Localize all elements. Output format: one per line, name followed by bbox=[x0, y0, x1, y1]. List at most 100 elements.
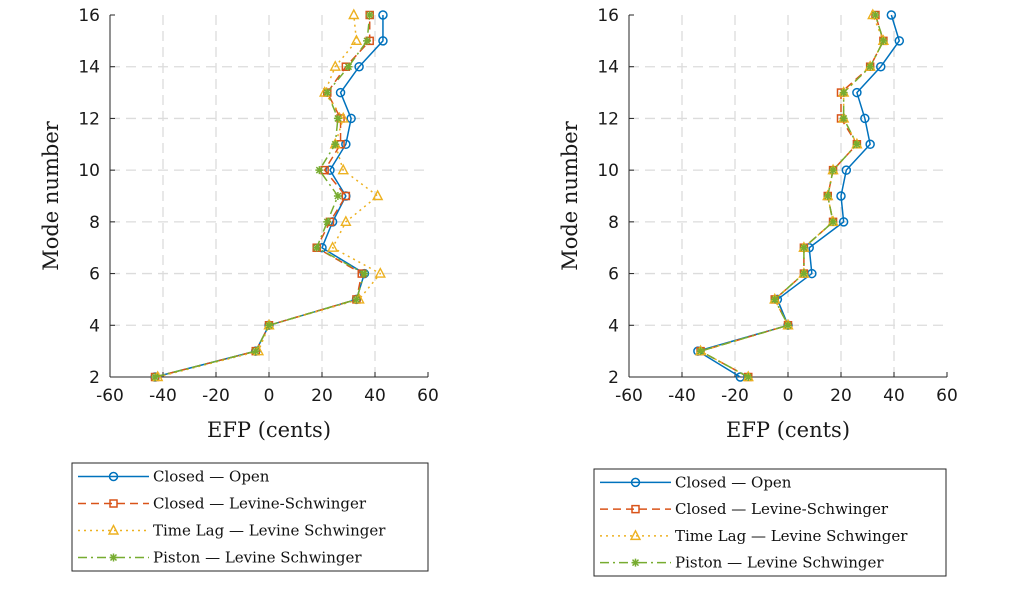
data-point bbox=[799, 243, 808, 252]
data-point bbox=[265, 321, 273, 330]
x-tick-label: -40 bbox=[149, 386, 177, 406]
data-point bbox=[340, 215, 352, 227]
data-point bbox=[363, 36, 372, 45]
y-tick-label: 6 bbox=[608, 265, 619, 285]
y-tick-label: 4 bbox=[608, 316, 619, 336]
chart-panel-1: -60 -40 -20 0 20 40 60 2 4 6 8 10 12 14 16 EFP (cents) M… bbox=[39, 6, 439, 572]
data-point bbox=[341, 139, 351, 150]
data-point bbox=[829, 166, 838, 175]
legend: Closed — Open Closed — Levine-Schwinger Ti… bbox=[593, 468, 947, 577]
legend-marker bbox=[107, 524, 120, 535]
data-point bbox=[866, 62, 875, 71]
data-point bbox=[331, 140, 340, 149]
legend-marker bbox=[109, 499, 118, 508]
data-point bbox=[354, 61, 364, 72]
data-point bbox=[365, 11, 374, 19]
data-point bbox=[886, 10, 897, 20]
data-point bbox=[784, 321, 792, 330]
legend: Closed — Open Closed — Levine-Schwinger Ti… bbox=[71, 462, 429, 572]
legend-marker bbox=[108, 471, 119, 482]
x-tick-label: 20 bbox=[830, 386, 852, 406]
x-tick-label: -60 bbox=[615, 386, 643, 406]
data-point bbox=[333, 114, 342, 123]
x-tick-label: 20 bbox=[311, 386, 333, 406]
chart-panel-2: -60 -40 -20 0 20 40 60 2 4 6 8 10 12 14 16 EFP (cents) M… bbox=[558, 6, 958, 577]
legend-entry: Closed — Levine-Schwinger bbox=[675, 500, 889, 518]
x-tick-label: 60 bbox=[417, 386, 439, 406]
legend-entry: Closed — Levine-Schwinger bbox=[153, 495, 367, 513]
x-axis-label: EFP (cents) bbox=[207, 418, 331, 442]
x-tick-label: 0 bbox=[783, 386, 794, 406]
data-point bbox=[852, 87, 862, 98]
y-tick-label: 4 bbox=[89, 316, 100, 336]
data-point bbox=[325, 165, 335, 175]
x-tick-label: -20 bbox=[721, 386, 749, 406]
y-tick-label: 16 bbox=[78, 6, 100, 26]
y-tick-label: 6 bbox=[89, 265, 100, 285]
data-point bbox=[839, 114, 848, 123]
data-point bbox=[799, 269, 808, 278]
data-point bbox=[360, 269, 369, 278]
x-tick-label: -60 bbox=[96, 386, 124, 406]
data-point bbox=[696, 347, 705, 356]
y-tick-label: 16 bbox=[597, 6, 619, 26]
legend-entry: Time Lag — Levine Schwinger bbox=[153, 522, 386, 540]
x-tick-label: 60 bbox=[936, 386, 958, 406]
y-tick-label: 8 bbox=[608, 213, 619, 233]
y-tick-label: 14 bbox=[597, 58, 619, 78]
series-line bbox=[157, 14, 382, 378]
y-axis-label: Mode number bbox=[39, 120, 63, 271]
y-tick-label: 8 bbox=[89, 213, 100, 233]
data-point bbox=[371, 189, 384, 201]
y-tick-label: 2 bbox=[608, 368, 619, 388]
x-tick-label: 0 bbox=[264, 386, 275, 406]
data-point bbox=[344, 62, 353, 71]
data-point bbox=[326, 241, 339, 252]
legend-marker bbox=[631, 504, 640, 514]
y-tick-label: 12 bbox=[78, 109, 100, 129]
legend-entry: Piston — Levine Schwinger bbox=[675, 554, 884, 572]
data-point bbox=[312, 243, 321, 252]
data-point bbox=[839, 88, 848, 97]
data-point bbox=[841, 165, 852, 175]
data-point bbox=[374, 267, 386, 278]
data-point bbox=[337, 163, 349, 175]
legend-box bbox=[71, 462, 429, 572]
legend-box bbox=[593, 468, 947, 577]
data-point bbox=[852, 140, 861, 149]
x-tick-label: -20 bbox=[202, 386, 230, 406]
data-point bbox=[346, 113, 356, 124]
data-point bbox=[251, 347, 260, 356]
data-point bbox=[378, 10, 388, 20]
y-axis-label: Mode number bbox=[558, 120, 582, 271]
data-point bbox=[341, 191, 351, 201]
data-point bbox=[876, 61, 886, 72]
data-point bbox=[329, 60, 341, 71]
data-point bbox=[823, 192, 832, 200]
data-point bbox=[894, 36, 905, 46]
data-point bbox=[860, 113, 870, 124]
y-tick-label: 10 bbox=[78, 161, 100, 181]
data-point bbox=[871, 11, 880, 19]
legend-entry: Piston — Levine Schwinger bbox=[153, 549, 362, 567]
data-point bbox=[348, 8, 360, 20]
data-point bbox=[836, 191, 846, 201]
data-point bbox=[335, 87, 346, 98]
series-4 bbox=[696, 11, 888, 381]
data-point bbox=[744, 373, 753, 381]
x-axis-label: EFP (cents) bbox=[726, 418, 850, 442]
y-tick-label: 12 bbox=[597, 109, 619, 129]
data-point bbox=[352, 295, 361, 304]
data-point bbox=[323, 88, 332, 97]
data-point bbox=[865, 139, 875, 150]
data-point bbox=[770, 295, 779, 304]
y-tick-label: 10 bbox=[597, 161, 619, 181]
data-point bbox=[378, 36, 388, 46]
legend-marker bbox=[109, 553, 118, 562]
x-tick-label: 40 bbox=[364, 386, 386, 406]
legend-entry: Closed — Open bbox=[675, 473, 792, 491]
data-point bbox=[151, 373, 160, 381]
x-tick-label: 40 bbox=[883, 386, 905, 406]
legend-marker bbox=[631, 558, 640, 567]
data-point bbox=[350, 34, 363, 46]
